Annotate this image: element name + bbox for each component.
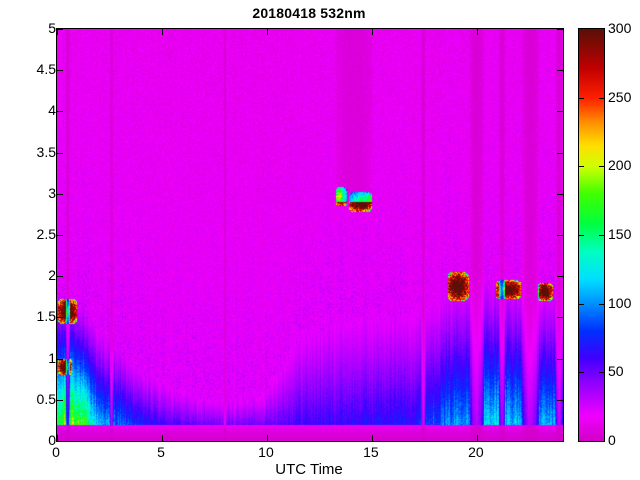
colorbar-tick-label: 50 xyxy=(608,363,624,380)
y-tick-mark-right xyxy=(557,29,563,30)
y-tick-label: 0 xyxy=(48,432,56,448)
x-tick-mark-top xyxy=(57,29,58,35)
y-tick-label: 2 xyxy=(48,267,56,284)
y-tick-mark xyxy=(57,235,63,236)
colorbar-tick-mark xyxy=(579,97,584,99)
y-tick-mark xyxy=(57,358,63,360)
y-tick-label: 0.5 xyxy=(36,390,56,407)
y-tick-mark xyxy=(57,276,63,278)
y-tick-label: 4.5 xyxy=(36,61,56,78)
y-tick-mark-right xyxy=(557,70,563,72)
y-tick-mark xyxy=(57,193,63,195)
x-tick-label: 15 xyxy=(363,444,379,460)
x-tick-label: 20 xyxy=(468,444,484,460)
y-tick-label: 3.5 xyxy=(36,143,56,160)
colorbar-tick-mark xyxy=(579,372,584,374)
x-tick-mark xyxy=(371,435,373,441)
colorbar-tick-label: 150 xyxy=(608,226,632,242)
y-tick-label: 4 xyxy=(48,102,56,119)
x-tick-mark-top xyxy=(161,29,163,35)
colorbar-tick-label: 200 xyxy=(608,157,632,174)
x-tick-mark xyxy=(476,435,478,441)
y-tick-mark-right xyxy=(557,193,563,195)
colorbar-tick-mark xyxy=(579,303,584,305)
x-tick-mark-top xyxy=(476,29,478,35)
y-tick-mark xyxy=(57,441,63,442)
x-tick-mark-top xyxy=(266,29,268,35)
colorbar-tick-mark-right xyxy=(599,97,604,99)
colorbar-tick-mark-right xyxy=(599,303,604,305)
x-tick-mark xyxy=(161,435,163,441)
x-tick-mark-top xyxy=(371,29,373,35)
colorbar-tick-mark-right xyxy=(599,235,604,236)
x-tick-mark xyxy=(57,435,58,441)
y-tick-label: 3 xyxy=(48,184,56,201)
x-axis-title: UTC Time xyxy=(275,461,343,478)
y-tick-mark xyxy=(57,111,63,113)
y-tick-mark-right xyxy=(557,152,563,154)
y-tick-mark-right xyxy=(557,276,563,278)
y-tick-mark-right xyxy=(557,235,563,236)
y-tick-mark-right xyxy=(557,358,563,360)
x-tick-label: 5 xyxy=(157,444,165,460)
x-tick-label: 10 xyxy=(258,444,274,460)
colorbar-tick-label: 300 xyxy=(608,20,632,36)
colorbar xyxy=(578,28,605,442)
heatmap-canvas xyxy=(57,29,563,441)
colorbar-tick-mark xyxy=(579,235,584,236)
plot-axes xyxy=(56,28,564,442)
x-tick-label: 0 xyxy=(52,444,60,460)
y-tick-label: 1.5 xyxy=(36,308,56,325)
colorbar-tick-label: 250 xyxy=(608,88,632,105)
x-tick-mark xyxy=(266,435,268,441)
y-tick-label: 5 xyxy=(48,20,56,36)
colorbar-tick-mark-right xyxy=(599,166,604,168)
y-tick-mark-right xyxy=(557,111,563,113)
y-tick-mark-right xyxy=(557,399,563,401)
page-title: 20180418 532nm xyxy=(252,5,366,21)
y-tick-mark xyxy=(57,317,63,319)
y-tick-mark-right xyxy=(557,441,563,442)
y-tick-label: 2.5 xyxy=(36,226,56,242)
colorbar-tick-mark-right xyxy=(599,372,604,374)
y-tick-mark xyxy=(57,70,63,72)
y-tick-mark xyxy=(57,152,63,154)
y-tick-label: 1 xyxy=(48,349,56,366)
y-tick-mark xyxy=(57,399,63,401)
colorbar-tick-label: 100 xyxy=(608,294,632,311)
colorbar-tick-label: 0 xyxy=(608,432,616,448)
y-tick-mark xyxy=(57,29,63,30)
colorbar-tick-mark xyxy=(579,166,584,168)
y-tick-mark-right xyxy=(557,317,563,319)
